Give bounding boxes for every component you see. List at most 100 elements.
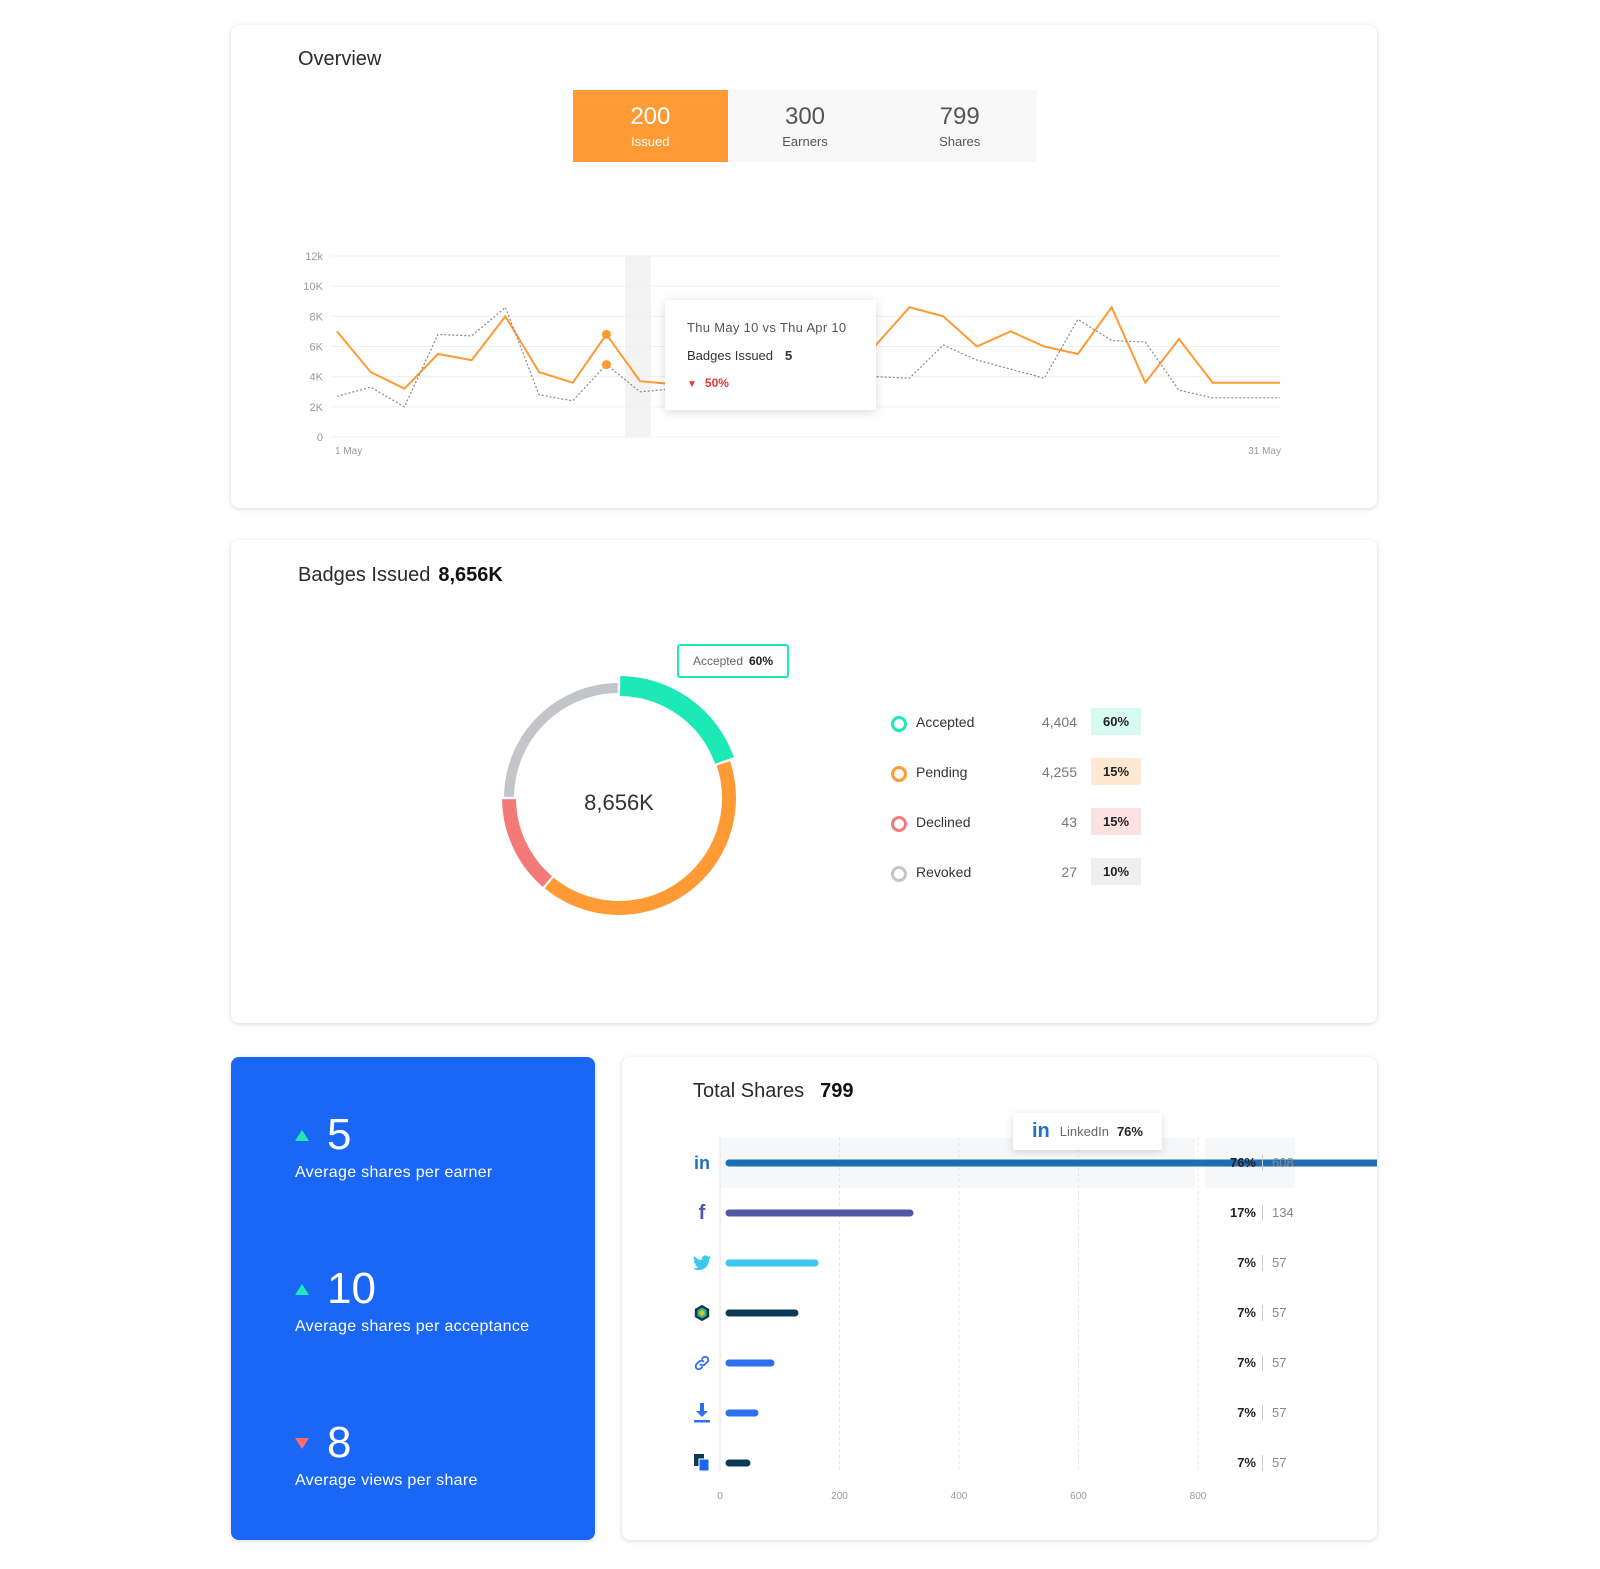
shares-title: Total Shares bbox=[693, 1080, 805, 1102]
tab-issued-label: Issued bbox=[631, 133, 670, 149]
badges-donut-chart bbox=[502, 676, 736, 915]
shares-tooltip-network: LinkedIn bbox=[1059, 1124, 1109, 1139]
legend-dot-icon bbox=[891, 866, 907, 882]
tab-issued[interactable]: 200 Issued bbox=[573, 90, 728, 162]
legend-item-declined: Declined 43 15% bbox=[891, 808, 1151, 858]
legend-percent: 10% bbox=[1091, 858, 1141, 885]
tab-issued-value: 200 bbox=[630, 102, 671, 130]
legend-value: 4,404 bbox=[1041, 714, 1077, 730]
legend-item-revoked: Revoked 27 10% bbox=[891, 858, 1151, 908]
separator bbox=[1262, 1255, 1263, 1271]
linkedin-icon: in bbox=[1032, 1120, 1050, 1142]
up-arrow-icon bbox=[295, 1283, 309, 1295]
legend-name: Declined bbox=[916, 814, 971, 830]
share-count: 57 bbox=[1272, 1255, 1287, 1270]
legend-item-accepted: Accepted 4,404 60% bbox=[891, 708, 1151, 758]
legend-name: Revoked bbox=[916, 864, 972, 880]
x-tick-label: 800 bbox=[1190, 1491, 1207, 1502]
link-icon bbox=[691, 1352, 713, 1374]
tab-shares-label: Shares bbox=[939, 133, 981, 149]
share-count: 57 bbox=[1272, 1405, 1287, 1420]
share-row-link: 7% 57 bbox=[622, 1344, 1377, 1384]
series-previous-line bbox=[336, 306, 1280, 408]
tooltip-metric-row: Badges Issued 5 bbox=[687, 348, 792, 363]
share-percent: 7% bbox=[1237, 1355, 1256, 1370]
x-tick-label: 200 bbox=[831, 1491, 848, 1502]
overview-card: Overview 200 Issued 300 Earners 799 Shar… bbox=[231, 25, 1377, 508]
share-percent: 17% bbox=[1229, 1205, 1256, 1220]
legend-item-pending: Pending 4,255 15% bbox=[891, 758, 1151, 808]
badges-title-row: Badges Issued 8,656K bbox=[298, 564, 503, 587]
y-tick-label: 4K bbox=[310, 372, 324, 384]
shares-tooltip-pct: 76% bbox=[1116, 1124, 1143, 1139]
stat-label: Average shares per acceptance bbox=[295, 1318, 530, 1335]
y-tick-label: 2K bbox=[310, 402, 324, 414]
legend-value: 4,255 bbox=[1041, 764, 1077, 780]
donut-tooltip: Accepted 60% bbox=[677, 644, 789, 678]
x-tick-label: 0 bbox=[717, 1491, 723, 1502]
chart-tooltip: Thu May 10 vs Thu Apr 10 Badges Issued 5 … bbox=[665, 300, 876, 410]
share-row-linkedin: in 76% 608 bbox=[622, 1144, 1377, 1184]
legend-percent: 60% bbox=[1091, 708, 1141, 735]
tooltip-metric-value: 5 bbox=[785, 348, 793, 363]
donut-segment-declined bbox=[502, 798, 553, 887]
twitter-icon bbox=[691, 1252, 713, 1274]
donut-segment-revoked bbox=[504, 683, 618, 797]
separator bbox=[1262, 1355, 1263, 1371]
legend-percent: 15% bbox=[1091, 758, 1141, 785]
share-row-other: 7% 57 bbox=[622, 1294, 1377, 1334]
share-percent: 7% bbox=[1237, 1305, 1256, 1320]
legend-name: Accepted bbox=[916, 714, 975, 730]
stat-shares-per-earner: 5 Average shares per earner bbox=[295, 1112, 493, 1182]
badges-total: 8,656K bbox=[438, 564, 503, 586]
copy-icon bbox=[691, 1452, 713, 1474]
up-arrow-icon bbox=[295, 1129, 309, 1141]
share-row-facebook: f 17% 134 bbox=[622, 1194, 1377, 1234]
y-tick-label: 12k bbox=[305, 251, 323, 263]
separator bbox=[1262, 1305, 1263, 1321]
x-tick-label: 600 bbox=[1070, 1491, 1087, 1502]
hexagon-app-icon bbox=[691, 1302, 713, 1324]
share-percent: 7% bbox=[1237, 1405, 1256, 1420]
share-row-download: 7% 57 bbox=[622, 1394, 1377, 1434]
share-percent: 7% bbox=[1237, 1255, 1256, 1270]
tab-earners-label: Earners bbox=[782, 133, 828, 149]
shares-card: Total Shares 799 0 200 400 600 800 in 76% 608 f 1… bbox=[622, 1057, 1377, 1540]
share-row-copy: 7% 57 bbox=[622, 1444, 1377, 1484]
separator bbox=[1262, 1405, 1263, 1421]
tab-shares[interactable]: 799 Shares bbox=[882, 90, 1037, 162]
stats-card: 5 Average shares per earner 10 Average s… bbox=[231, 1057, 595, 1540]
tab-earners[interactable]: 300 Earners bbox=[728, 90, 883, 162]
x-tick-label: 400 bbox=[951, 1491, 968, 1502]
stat-value: 10 bbox=[327, 1264, 376, 1313]
tab-shares-value: 799 bbox=[939, 102, 980, 130]
share-count: 57 bbox=[1272, 1455, 1287, 1470]
tooltip-change: 50% bbox=[704, 376, 729, 390]
stat-value: 5 bbox=[327, 1110, 352, 1159]
badges-title: Badges Issued bbox=[298, 564, 431, 586]
stat-views-per-share: 8 Average views per share bbox=[295, 1420, 478, 1490]
tooltip-date: Thu May 10 vs Thu Apr 10 bbox=[687, 320, 847, 335]
legend-value: 27 bbox=[1061, 864, 1077, 880]
x-tick-label: 1 May bbox=[335, 446, 362, 457]
facebook-icon: f bbox=[698, 1201, 706, 1224]
legend-dot-icon bbox=[891, 816, 907, 832]
tab-earners-value: 300 bbox=[784, 102, 826, 130]
download-icon bbox=[691, 1402, 713, 1424]
down-triangle-icon: ▼ bbox=[687, 379, 697, 390]
legend-dot-icon bbox=[891, 766, 907, 782]
stat-label: Average views per share bbox=[295, 1472, 478, 1489]
stat-label: Average shares per earner bbox=[295, 1164, 493, 1181]
down-arrow-icon bbox=[295, 1437, 309, 1449]
y-tick-label: 8K bbox=[310, 311, 324, 323]
y-tick-label: 10K bbox=[303, 281, 323, 293]
legend-percent: 15% bbox=[1091, 808, 1141, 835]
tooltip-metric: Badges Issued bbox=[687, 348, 774, 363]
separator bbox=[1262, 1205, 1263, 1221]
overview-line-chart: 0 2K 4K 6K 8K 10K 12k 1 May 31 May bbox=[303, 251, 1281, 457]
shares-title-row: Total Shares 799 bbox=[693, 1080, 854, 1103]
share-percent: 7% bbox=[1237, 1455, 1256, 1470]
donut-segment-pending bbox=[544, 761, 736, 915]
legend-value: 43 bbox=[1061, 814, 1077, 830]
share-row-twitter: 7% 57 bbox=[622, 1244, 1377, 1284]
